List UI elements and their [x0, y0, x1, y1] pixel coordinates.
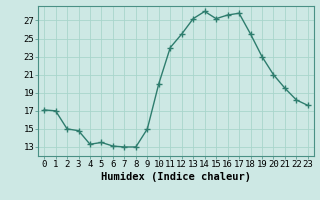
X-axis label: Humidex (Indice chaleur): Humidex (Indice chaleur)	[101, 172, 251, 182]
